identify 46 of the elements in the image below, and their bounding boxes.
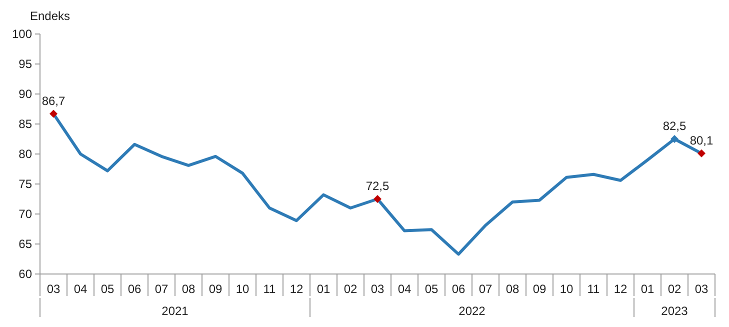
text: 2021 [162,304,189,318]
x-tick-label: 04 [398,282,412,296]
text: 2023 [661,304,688,318]
x-tick-label: 03 [46,282,60,296]
x-tick-label: 07 [478,282,492,296]
y-tick-label: 80 [18,147,32,162]
x-tick-label: 01 [640,282,654,296]
data-label: 86,7 [42,94,66,108]
y-tick-label: 60 [18,267,32,282]
x-tick-label: 02 [344,282,358,296]
point [670,135,678,143]
x-tick-label: 11 [587,282,600,296]
x-tick-label: 02 [668,282,682,296]
x-tick-label: 04 [74,282,88,296]
x-tick-label: 03 [694,282,708,296]
x-tick-label: 03 [370,282,384,296]
x-tick-label: 12 [614,282,628,296]
data-label: 80,1 [690,133,714,148]
x-tick-label: 07 [154,282,168,296]
y-tick-label: 100 [12,27,32,42]
x-tick-label: 11 [263,282,276,296]
y-tick-label: 65 [18,237,32,252]
x-tick-label: 06 [128,282,142,296]
point [50,110,58,118]
x-tick-label: 08 [506,282,520,296]
y-tick-label: 90 [18,87,32,102]
x-tick-label: 09 [208,282,222,296]
point [698,149,706,158]
y-axis-title: Endeks [30,9,70,23]
x-tick-label: 12 [290,282,304,296]
y-tick-label: 85 [18,117,32,132]
data-label: 72,5 [366,179,390,193]
x-tick-label: 10 [236,282,250,296]
y-tick-label: 95 [18,57,32,72]
point [374,195,382,203]
x-tick-label: 09 [532,282,546,296]
x-tick-label: 06 [452,282,466,296]
y-tick-label: 75 [18,177,32,192]
x-tick-label: 05 [100,282,114,296]
y-tick-label: 70 [18,207,32,222]
x-tick-label: 01 [316,282,330,296]
text: 2022 [458,304,486,318]
data-label: 82,5 [662,119,686,133]
x-tick-label: 10 [560,282,574,296]
x-tick-label: 05 [424,282,438,296]
x-tick-label: 08 [182,282,196,296]
